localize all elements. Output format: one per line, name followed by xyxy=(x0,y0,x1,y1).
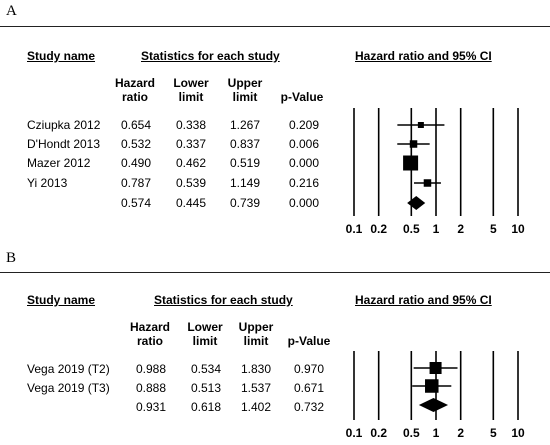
study-effect-box xyxy=(403,155,419,171)
study-name: Cziupka 2012 xyxy=(27,118,101,132)
panel-b-hr-header: Hazard ratio xyxy=(129,320,170,348)
lower-value: 0.445 xyxy=(175,196,207,210)
x-tick-label: 2 xyxy=(457,222,464,236)
study-effect-box xyxy=(429,362,442,374)
p-value: 0.732 xyxy=(293,400,325,414)
x-tick-label: 0.1 xyxy=(346,222,363,236)
panel-a-forest-plot: 0.1 0.2 0.5 1 2 5 10 xyxy=(346,108,525,236)
hr-value: 0.787 xyxy=(120,176,152,190)
summary-diamond xyxy=(407,196,426,210)
p-value: 0.006 xyxy=(288,137,320,151)
panel-a-study-header: Study name xyxy=(27,49,96,63)
upper-value: 1.830 xyxy=(240,362,272,376)
x-tick-label: 0.2 xyxy=(370,222,387,236)
hr-value: 0.532 xyxy=(120,137,152,151)
panel-b-forest-plot: 0.1 0.2 0.5 1 2 5 10 xyxy=(346,351,525,440)
hr-value: 0.988 xyxy=(135,362,167,376)
study-effect-box xyxy=(409,140,418,148)
p-value: 0.216 xyxy=(288,176,320,190)
panel-b-upper-header: Upper limit xyxy=(238,320,274,348)
summary-diamond xyxy=(418,398,449,412)
study-effect-box xyxy=(425,379,439,393)
panel-a-plot-header: Hazard ratio and 95% CI xyxy=(355,49,492,63)
x-tick-label: 0.5 xyxy=(403,222,420,236)
x-tick-label: 0.5 xyxy=(403,426,420,440)
lower-value: 0.337 xyxy=(175,137,207,151)
study-name: Mazer 2012 xyxy=(27,156,91,170)
study-name: Vega 2019 (T2) xyxy=(27,362,110,376)
upper-value: 1.267 xyxy=(229,118,261,132)
panel-b-letter: B xyxy=(6,250,17,266)
upper-value: 1.537 xyxy=(240,381,272,395)
panel-b-study-header: Study name xyxy=(27,293,96,307)
p-value: 0.000 xyxy=(288,196,320,210)
x-tick-label: 1 xyxy=(433,426,440,440)
hr-value: 0.888 xyxy=(135,381,167,395)
lower-value: 0.338 xyxy=(175,118,207,132)
x-tick-label: 2 xyxy=(457,426,464,440)
panel-b-stats-header: Statistics for each study xyxy=(154,293,293,307)
x-tick-label: 0.2 xyxy=(370,426,387,440)
hr-value: 0.654 xyxy=(120,118,152,132)
study-effect-box xyxy=(417,122,424,128)
panel-a-stats-header: Statistics for each study xyxy=(141,49,280,63)
panel-a-hr-header: Hazard ratio xyxy=(114,76,155,104)
lower-value: 0.462 xyxy=(175,156,207,170)
x-tick-label: 5 xyxy=(490,426,497,440)
lower-value: 0.534 xyxy=(190,362,222,376)
upper-value: 1.149 xyxy=(229,176,261,190)
p-value: 0.970 xyxy=(293,362,325,376)
lower-value: 0.618 xyxy=(190,400,222,414)
p-value: 0.209 xyxy=(288,118,320,132)
upper-value: 0.837 xyxy=(229,137,261,151)
p-value: 0.671 xyxy=(293,381,325,395)
x-tick-label: 10 xyxy=(511,426,525,440)
panel-a-letter: A xyxy=(6,3,17,19)
lower-value: 0.539 xyxy=(175,176,207,190)
upper-value: 1.402 xyxy=(240,400,272,414)
study-name: D'Hondt 2013 xyxy=(27,137,101,151)
study-name: Yi 2013 xyxy=(27,176,68,190)
panel-a-p-header: p-Value xyxy=(280,90,324,104)
hr-value: 0.574 xyxy=(120,196,152,210)
study-name: Vega 2019 (T3) xyxy=(27,381,110,395)
hr-value: 0.490 xyxy=(120,156,152,170)
panel-a-upper-header: Upper limit xyxy=(227,76,263,104)
study-effect-box xyxy=(423,179,432,187)
upper-value: 0.519 xyxy=(229,156,261,170)
p-value: 0.000 xyxy=(288,156,320,170)
panel-a-lower-header: Lower limit xyxy=(173,76,209,104)
lower-value: 0.513 xyxy=(190,381,222,395)
panel-b-plot-header: Hazard ratio and 95% CI xyxy=(355,293,492,307)
x-tick-label: 10 xyxy=(511,222,525,236)
panel-b-p-header: p-Value xyxy=(287,334,331,348)
x-tick-label: 0.1 xyxy=(346,426,363,440)
x-tick-label: 1 xyxy=(433,222,440,236)
panel-a-top-rule xyxy=(0,26,550,27)
hr-value: 0.931 xyxy=(135,400,167,414)
upper-value: 0.739 xyxy=(229,196,261,210)
x-tick-label: 5 xyxy=(490,222,497,236)
panel-b-top-rule xyxy=(0,272,550,273)
panel-b-lower-header: Lower limit xyxy=(187,320,223,348)
